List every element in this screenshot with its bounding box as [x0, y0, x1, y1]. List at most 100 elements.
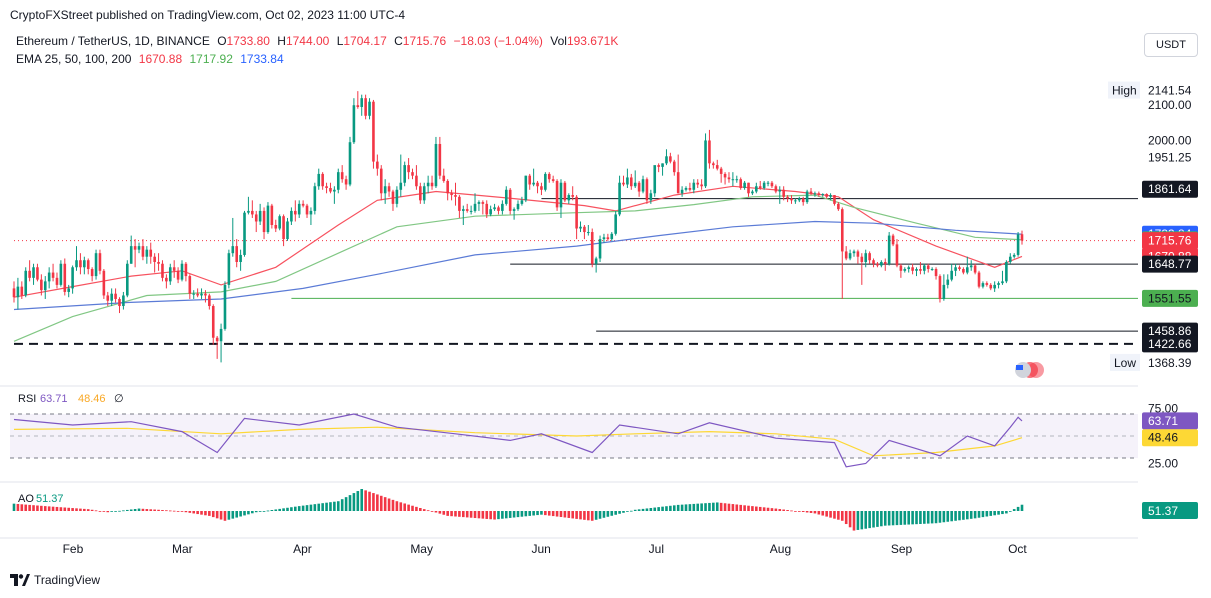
price-tag-value: 1551.55 [1148, 291, 1192, 305]
candle-body [165, 277, 168, 282]
candle-body [926, 265, 930, 270]
ao-bar [923, 511, 926, 524]
ao-bar [731, 504, 735, 511]
ao-bar [364, 490, 367, 511]
ao-bar [825, 511, 828, 517]
ao-bar [891, 511, 895, 526]
candle-body [856, 251, 860, 257]
candle-body [805, 191, 809, 203]
candle-body [290, 210, 293, 222]
ao-bar [497, 511, 500, 520]
ao-bar [544, 511, 547, 516]
candle-body [719, 168, 723, 174]
candle-body [895, 244, 899, 266]
candle-body [938, 276, 942, 299]
open-value: 1733.80 [226, 34, 270, 48]
candle-body [1016, 234, 1020, 255]
ao-bar [219, 511, 223, 520]
candle-body [32, 267, 35, 278]
candle-body [798, 198, 801, 201]
ao-bar [704, 503, 707, 511]
ao-bar [317, 503, 321, 511]
ao-value: 51.37 [36, 493, 64, 505]
ao-bar [71, 508, 74, 511]
ao-bar [669, 505, 672, 511]
ao-bar [446, 511, 449, 516]
ao-bar [751, 506, 754, 511]
candle-body [715, 165, 719, 169]
candle-body [903, 269, 907, 271]
ao-bar [618, 511, 621, 514]
ao-bar [993, 511, 996, 516]
ao-bar [766, 507, 770, 511]
candle-body [989, 284, 993, 289]
ao-bar [247, 511, 250, 515]
ao-bar [434, 511, 438, 513]
ao-bar [51, 506, 55, 511]
candle-body [450, 193, 453, 196]
ao-bar [672, 505, 676, 511]
us-flag-canton-icon [1016, 365, 1023, 370]
ao-bar [977, 511, 981, 518]
candle-body [618, 182, 621, 215]
candle-body [544, 173, 547, 190]
ao-bar [192, 511, 196, 514]
candle-body [122, 295, 125, 307]
ao-bar [985, 511, 989, 517]
candle-body [391, 191, 395, 204]
candle-body [848, 253, 852, 259]
ao-bar [379, 495, 383, 511]
ao-bar [360, 489, 364, 511]
ao-bar [321, 503, 324, 511]
price-tag-box [1142, 255, 1198, 273]
price-axis-label: 1951.25 [1148, 151, 1192, 165]
ao-bar [501, 511, 504, 519]
ao-bar [258, 511, 262, 512]
candle-body [126, 263, 129, 296]
rsi-ma-value-tag [1142, 429, 1198, 447]
ao-bar [856, 511, 860, 530]
ao-bar [782, 509, 785, 511]
candle-body [770, 182, 774, 187]
ao-bar [954, 511, 957, 521]
ao-bar [755, 506, 758, 511]
tradingview-logo[interactable]: TradingView [10, 573, 100, 587]
ao-bar [684, 504, 688, 511]
ema-label: EMA 25, 50, 100, 200 [16, 52, 132, 66]
high-value-label: 2141.54 [1148, 84, 1192, 98]
candle-body [344, 179, 348, 185]
ao-bar [122, 510, 125, 512]
ao-bar [313, 504, 317, 511]
ao-bar [333, 501, 336, 511]
currency-button[interactable]: USDT [1144, 33, 1198, 57]
ao-bar [821, 511, 825, 516]
candle-body [86, 260, 90, 270]
ao-bar [661, 506, 664, 511]
candle-body [1008, 256, 1012, 262]
ao-bar [403, 503, 406, 511]
candle-body [1012, 254, 1016, 257]
candle-body [966, 267, 969, 273]
ao-bar [43, 506, 47, 511]
candle-body [477, 202, 481, 204]
ao-bar [813, 511, 817, 514]
candle-body [348, 142, 352, 185]
candle-body [297, 203, 301, 215]
price-tag-value: 1715.76 [1148, 234, 1192, 248]
ao-bar [610, 511, 614, 516]
ao-bar [83, 508, 86, 511]
candle-body [981, 283, 985, 287]
candle-body [129, 246, 133, 264]
ao-bar [294, 506, 297, 511]
candle-body [399, 182, 403, 190]
ema25-value: 1670.88 [138, 52, 183, 66]
ao-bar [692, 503, 696, 511]
rsi-axis-label-lower: 25.00 [1148, 457, 1178, 471]
ao-bar [665, 506, 668, 511]
ao-bar [235, 511, 238, 518]
candle-body [973, 265, 977, 273]
candle-body [75, 260, 78, 268]
ao-bar [598, 511, 602, 519]
ema200-value: 1733.84 [240, 52, 284, 66]
ao-bar [551, 511, 555, 517]
